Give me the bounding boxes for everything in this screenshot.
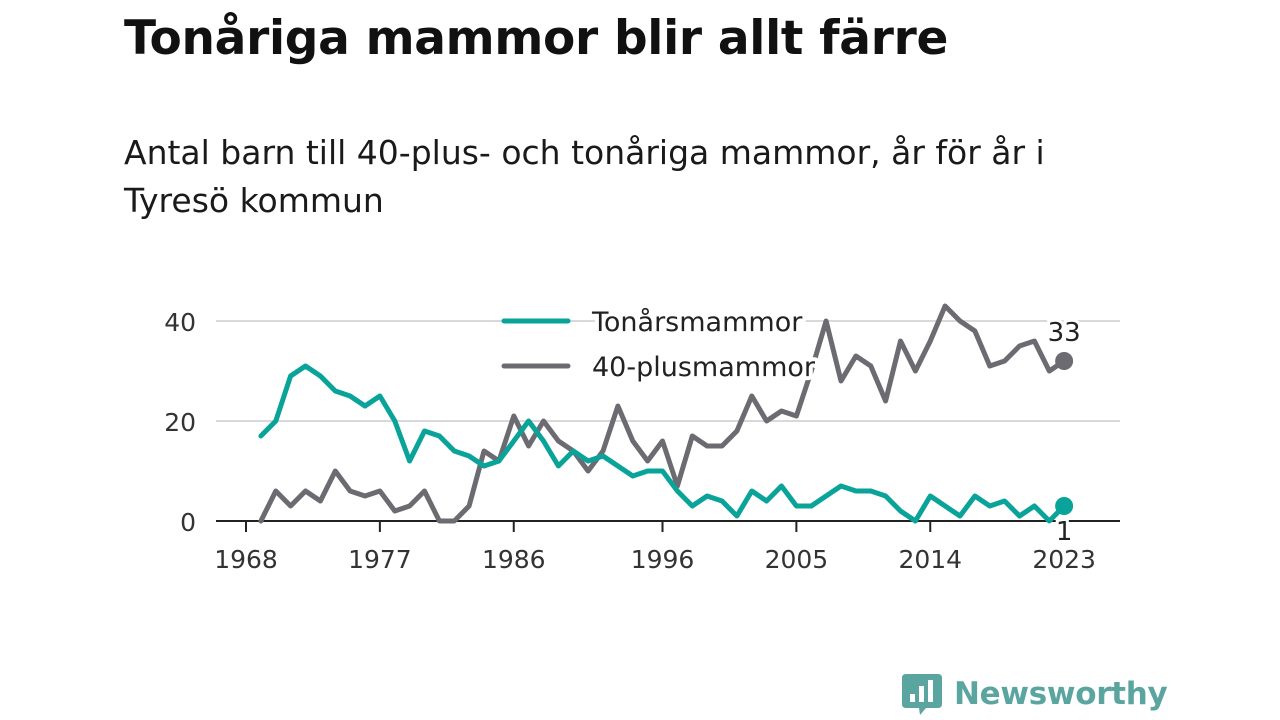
legend: Tonårsmammor 40-plusmammor (501, 303, 820, 387)
x-tick-label: 2014 (898, 545, 962, 574)
gridlines (216, 320, 1120, 422)
x-tick-label: 1996 (631, 545, 695, 574)
end-value-label: 1 (1056, 517, 1073, 547)
chart-title: Tonåriga mammor blir allt färre (124, 11, 949, 66)
legend-label: Tonårsmammor (591, 307, 803, 338)
bar-chart-icon (902, 674, 942, 715)
newsworthy-logo: Newsworthy (902, 672, 1168, 716)
brand-name: Newsworthy (954, 676, 1168, 712)
end-labels: 1 33 (1045, 315, 1084, 550)
series-line-1 (258, 303, 1067, 524)
series-lines (258, 303, 1074, 524)
series-line-0 (258, 363, 1067, 524)
x-tick-label: 1986 (482, 545, 546, 574)
legend-label: 40-plusmammor (592, 352, 816, 383)
y-axis: 0 20 40 (164, 308, 196, 537)
series-endpoint-0 (1055, 497, 1074, 515)
x-tick-label: 1977 (348, 545, 412, 574)
x-tick-label: 2005 (765, 545, 829, 574)
y-tick-label: 20 (164, 408, 196, 437)
chart-subtitle: Antal barn till 40-plus- och tonåriga ma… (124, 133, 1045, 220)
y-tick-label: 40 (164, 308, 196, 337)
x-tick-label: 2023 (1032, 545, 1096, 574)
x-axis: 1968 1977 1986 1996 2005 2014 2023 (214, 520, 1120, 574)
series-endpoint-1 (1055, 352, 1074, 370)
x-tick-label: 1968 (214, 545, 278, 574)
end-value-label: 33 (1048, 318, 1081, 348)
y-tick-label: 0 (180, 508, 196, 537)
